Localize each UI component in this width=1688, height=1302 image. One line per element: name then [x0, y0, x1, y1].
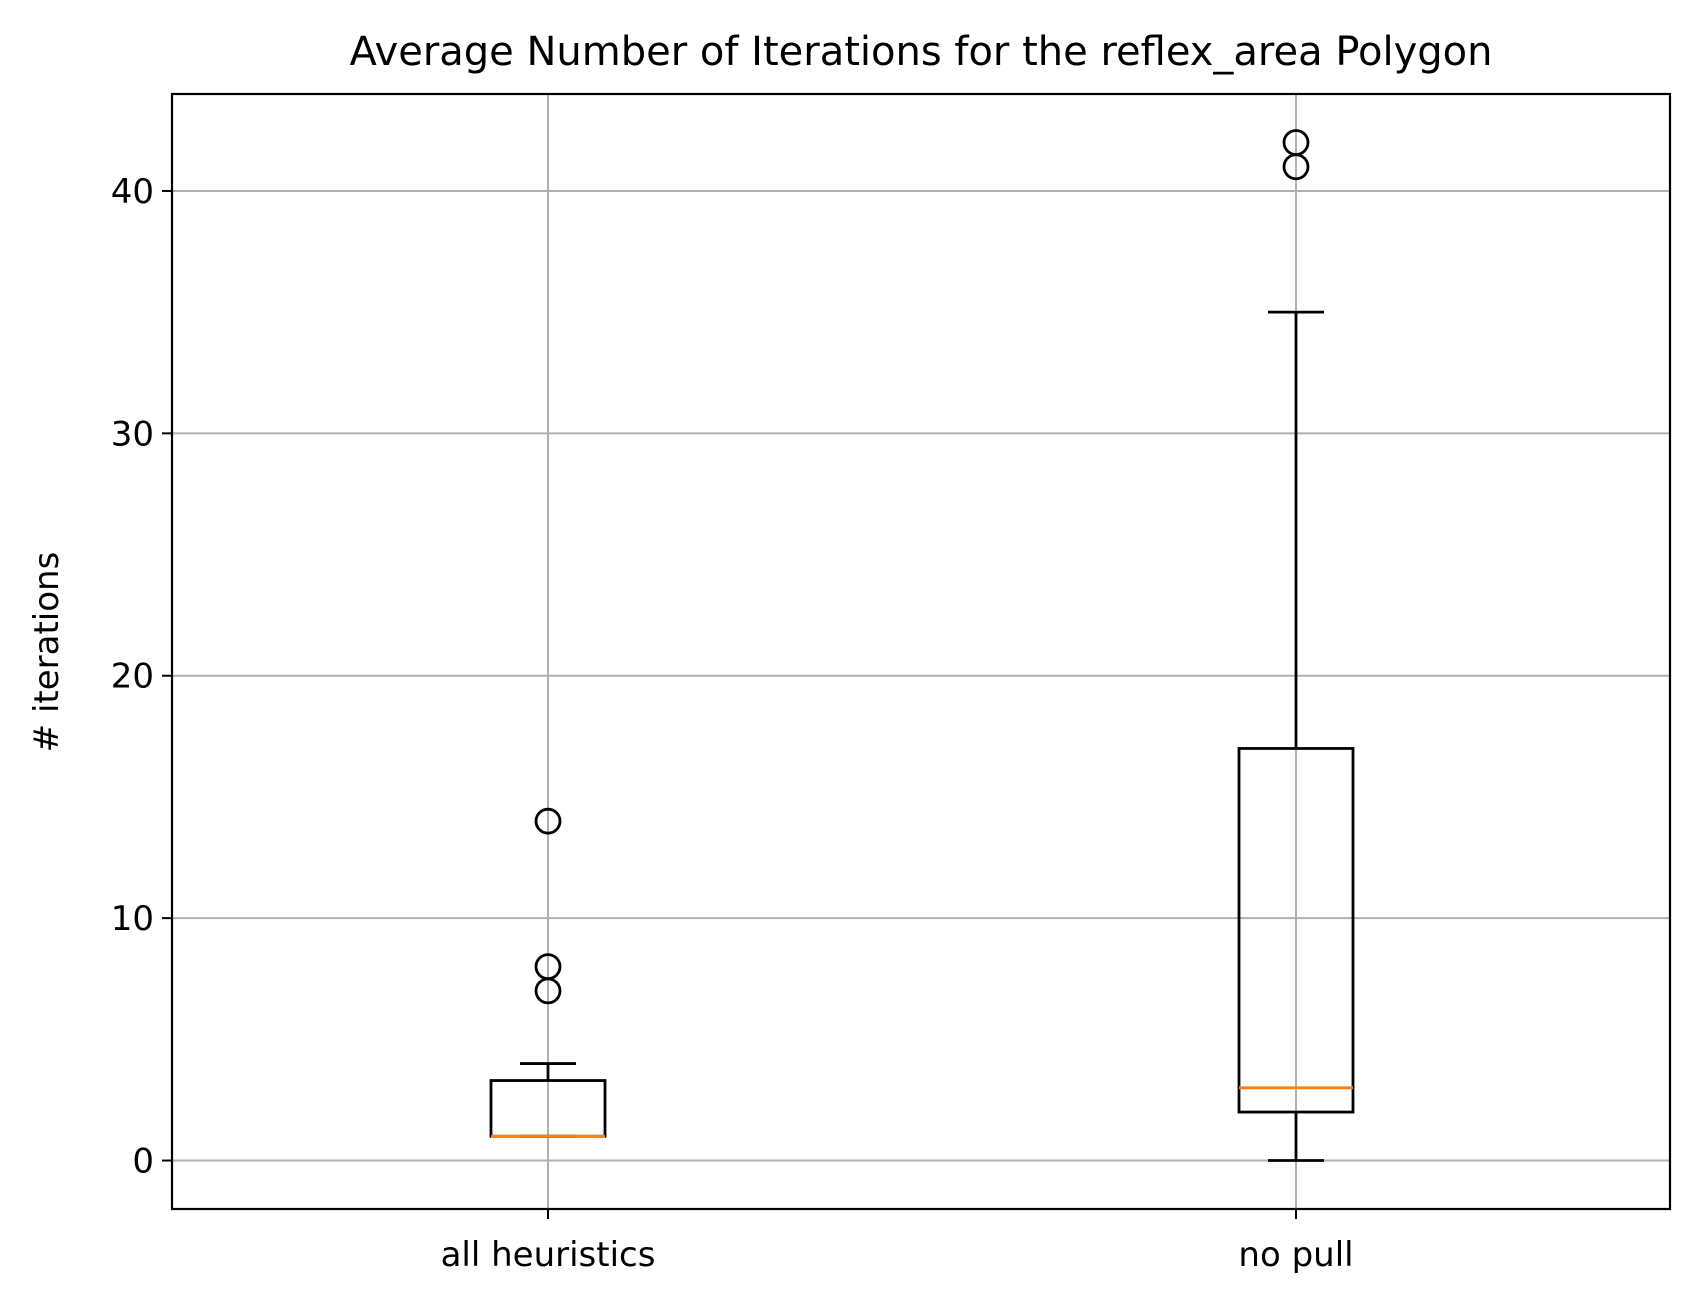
- y-tick-label: 40: [111, 172, 154, 212]
- iqr-box: [1237, 747, 1355, 1114]
- box-all-heuristics: [489, 807, 607, 1138]
- grid-lines: [172, 94, 1670, 1209]
- outlier-point: [534, 807, 562, 835]
- outlier-point: [534, 953, 562, 981]
- y-axis-label: # iterations: [27, 552, 67, 753]
- x-tick-label: no pull: [1238, 1235, 1353, 1275]
- y-tick-label: 10: [111, 899, 154, 939]
- chart-title: Average Number of Iterations for the ref…: [350, 29, 1493, 75]
- axis-ticks: 0 10 20 30 40 all heuristics no pull: [111, 172, 1354, 1275]
- y-tick-label: 30: [111, 414, 154, 454]
- x-tick-label: all heuristics: [441, 1235, 656, 1275]
- y-tick-label: 0: [132, 1142, 154, 1182]
- box-series: [489, 129, 1355, 1162]
- plot-frame: [170, 92, 1672, 1211]
- box-no-pull: [1237, 129, 1355, 1162]
- outlier-point: [1282, 129, 1310, 156]
- y-tick-label: 20: [111, 657, 154, 697]
